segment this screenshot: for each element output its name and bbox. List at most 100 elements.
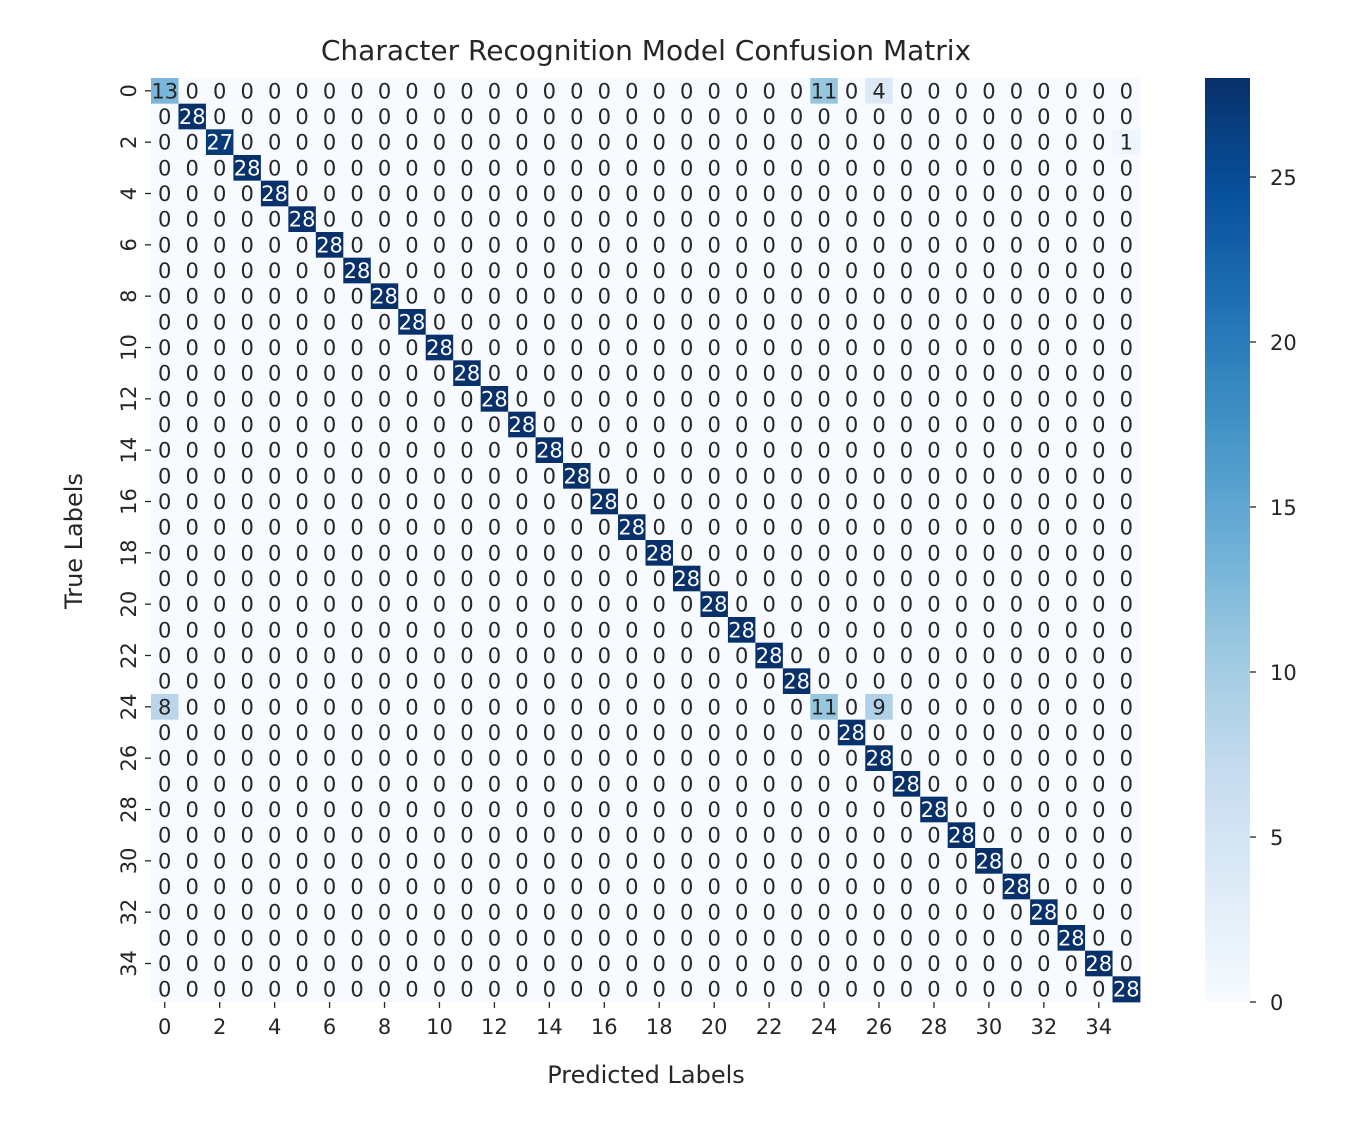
heatmap-cell-label: 0 [1065, 644, 1078, 668]
heatmap-cell [343, 155, 372, 182]
y-axis-label: True Labels [60, 473, 88, 610]
heatmap-cell-label: 0 [433, 259, 446, 283]
heatmap-cell-label: 0 [186, 721, 199, 745]
heatmap-cell-label: 0 [625, 618, 638, 642]
heatmap-cell [590, 232, 619, 259]
heatmap-cell-label: 0 [927, 618, 940, 642]
heatmap-cell-label: 0 [1065, 901, 1078, 925]
heatmap-cell-label: 9 [872, 695, 885, 719]
heatmap-cell-label: 0 [570, 336, 583, 360]
heatmap-cell [727, 257, 756, 284]
heatmap-cell-label: 0 [268, 849, 281, 873]
heatmap-cell-label: 0 [735, 926, 748, 950]
heatmap-cell-label: 0 [707, 79, 720, 103]
heatmap-cell [563, 232, 591, 259]
y-tick-label: 28 [117, 796, 141, 823]
heatmap-cell-label: 0 [982, 952, 995, 976]
heatmap-cell [205, 180, 234, 207]
heatmap-cell-label: 0 [570, 516, 583, 540]
heatmap-cell-label: 0 [653, 464, 666, 488]
heatmap-cell-label: 0 [653, 670, 666, 694]
heatmap-cell-label: 0 [268, 490, 281, 514]
heatmap-cell-label: 0 [625, 362, 638, 386]
heatmap-cell-label: 0 [625, 901, 638, 925]
heatmap-cell-label: 0 [955, 490, 968, 514]
heatmap-cell-label: 0 [433, 439, 446, 463]
heatmap-cell [1057, 232, 1086, 259]
heatmap-cell-label: 0 [927, 952, 940, 976]
heatmap-cell-label: 0 [707, 387, 720, 411]
y-tick-label: 32 [117, 899, 141, 926]
heatmap-cell [151, 257, 179, 284]
heatmap-cell [755, 360, 784, 387]
heatmap-cell-label: 0 [213, 849, 226, 873]
heatmap-cell-label: 28 [618, 516, 645, 540]
heatmap-cell-label: 28 [316, 233, 343, 257]
heatmap-cell-label: 0 [323, 618, 336, 642]
heatmap-cell-label: 0 [1037, 182, 1050, 206]
heatmap-cell [1030, 360, 1058, 387]
heatmap-cell-label: 0 [872, 182, 885, 206]
heatmap-cell-label: 0 [680, 695, 693, 719]
heatmap-cell [1057, 334, 1086, 361]
heatmap-cell [453, 283, 482, 310]
heatmap-cell-label: 0 [543, 849, 556, 873]
heatmap-cell [343, 206, 372, 233]
heatmap-cell [892, 257, 921, 284]
heatmap-cell [398, 334, 427, 361]
heatmap-cell-label: 0 [186, 156, 199, 180]
heatmap-cell-label: 0 [543, 747, 556, 771]
heatmap-cell [535, 180, 564, 207]
heatmap-cell-label: 0 [323, 516, 336, 540]
heatmap-cell-label: 0 [955, 156, 968, 180]
heatmap-cell [1030, 155, 1058, 182]
heatmap-cell-label: 0 [625, 644, 638, 668]
heatmap-cell-label: 0 [625, 695, 638, 719]
heatmap-cell-label: 0 [378, 336, 391, 360]
heatmap-cell [425, 257, 454, 284]
heatmap-cell-label: 0 [186, 131, 199, 155]
heatmap-cell-label: 0 [653, 695, 666, 719]
heatmap-cell [672, 334, 701, 361]
heatmap-cell-label: 0 [790, 490, 803, 514]
heatmap-cell-label: 0 [433, 978, 446, 1002]
heatmap-cell-label: 0 [213, 156, 226, 180]
heatmap-cell-label: 0 [515, 156, 528, 180]
heatmap-cell [425, 206, 454, 233]
heatmap-cell-label: 0 [955, 105, 968, 129]
heatmap-cell [975, 257, 1004, 284]
heatmap-cell-label: 0 [955, 978, 968, 1002]
heatmap-cell-label: 0 [707, 156, 720, 180]
heatmap-cell-label: 0 [488, 439, 501, 463]
x-tick-label: 28 [921, 1015, 948, 1039]
heatmap-cell [920, 103, 949, 130]
heatmap-cell-label: 0 [378, 413, 391, 437]
heatmap-cell-label: 0 [680, 336, 693, 360]
heatmap-cell-label: 0 [213, 772, 226, 796]
heatmap-cell-label: 0 [323, 285, 336, 309]
heatmap-cell-label: 0 [1010, 901, 1023, 925]
heatmap-cell-label: 0 [378, 901, 391, 925]
heatmap-cell-label: 0 [213, 105, 226, 129]
heatmap-cell-label: 0 [158, 156, 171, 180]
heatmap-cell-label: 0 [295, 747, 308, 771]
heatmap-cell-label: 27 [206, 131, 233, 155]
heatmap-cell-label: 0 [1010, 593, 1023, 617]
heatmap-cell-label: 0 [845, 875, 858, 899]
heatmap-cell [700, 257, 729, 284]
heatmap-cell [480, 78, 509, 105]
heatmap-cell-label: 0 [405, 208, 418, 232]
heatmap-cell-label: 0 [323, 824, 336, 848]
heatmap-cell [315, 180, 344, 207]
heatmap-cell-label: 0 [1037, 747, 1050, 771]
heatmap-cell [151, 206, 179, 233]
heatmap-cell-label: 0 [653, 439, 666, 463]
heatmap-cell [151, 155, 179, 182]
heatmap-cell [535, 360, 564, 387]
heatmap-cell [508, 283, 537, 310]
heatmap-cell-label: 0 [323, 387, 336, 411]
heatmap-cell-label: 0 [213, 798, 226, 822]
heatmap-cell-label: 0 [955, 567, 968, 591]
heatmap-cell-label: 0 [1065, 978, 1078, 1002]
heatmap-cell [205, 257, 234, 284]
